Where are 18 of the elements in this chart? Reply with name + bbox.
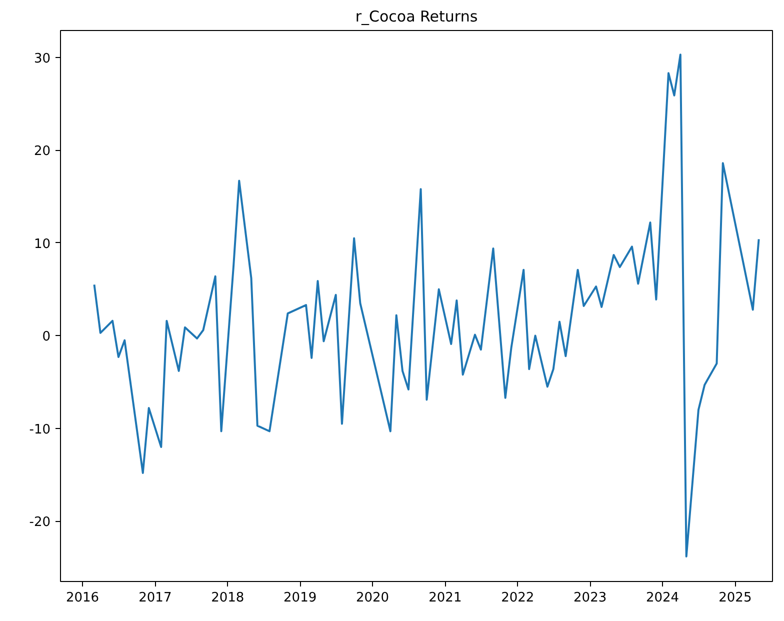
chart-title: r_Cocoa Returns <box>355 8 478 26</box>
x-tick-label: 2023 <box>574 590 607 606</box>
x-tick-label: 2020 <box>356 590 390 606</box>
y-tick-label: -10 <box>29 422 50 438</box>
x-tick-label: 2016 <box>66 590 100 606</box>
y-tick-label: 20 <box>34 144 51 160</box>
x-tick-label: 2024 <box>646 590 680 606</box>
line-series <box>93 54 760 558</box>
x-tick-label: 2019 <box>284 590 317 606</box>
y-tick-label: 10 <box>34 236 51 252</box>
y-tick-label: 0 <box>42 330 51 345</box>
x-tick-label: 2017 <box>138 590 172 606</box>
x-tick-label: 2022 <box>501 590 534 606</box>
x-tick-label: 2021 <box>428 590 462 606</box>
x-tick-label: 2018 <box>211 590 244 606</box>
x-tick-label: 2025 <box>718 590 752 606</box>
y-tick-label: 30 <box>34 51 51 66</box>
y-tick-label: -20 <box>29 515 50 530</box>
